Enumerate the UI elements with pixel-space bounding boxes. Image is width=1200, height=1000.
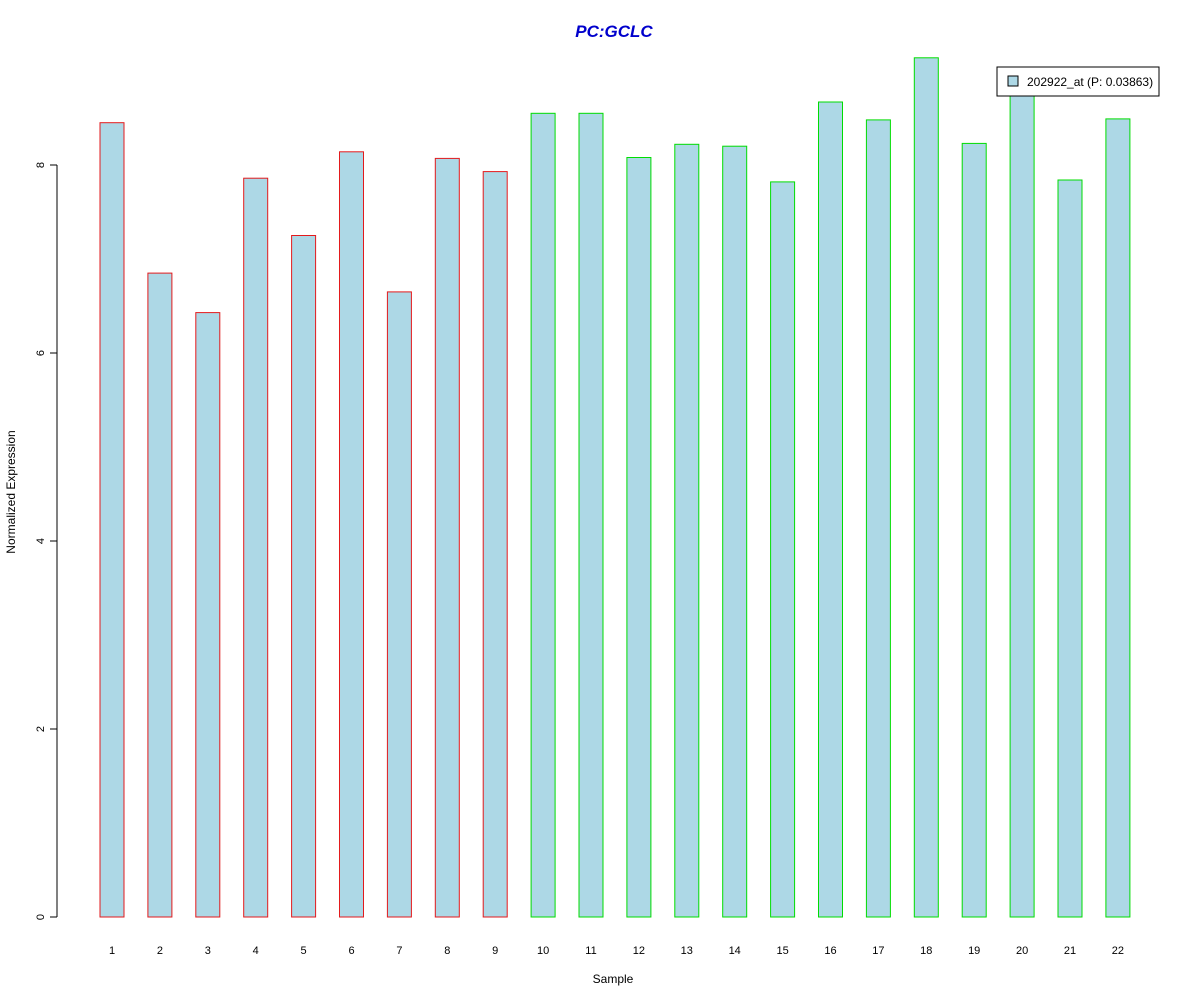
chart-title: PC:GCLC (575, 22, 653, 41)
bar-sample-14 (722, 145, 748, 918)
bar-sample-18 (913, 57, 939, 918)
x-tick-label: 8 (444, 945, 450, 957)
bar-sample-7 (386, 291, 412, 918)
x-tick-label: 10 (537, 945, 549, 957)
x-tick-label: 7 (396, 945, 402, 957)
y-tick-label: 6 (35, 350, 47, 356)
bar-sample-22 (1105, 118, 1131, 918)
bar-sample-12 (626, 157, 652, 918)
x-tick-label: 2 (157, 945, 163, 957)
bar-sample-1 (99, 122, 125, 918)
bar-sample-6 (339, 151, 364, 918)
x-tick-label: 3 (205, 945, 211, 957)
bars-group (99, 57, 1131, 918)
bar-sample-15 (770, 181, 796, 918)
bar-sample-11 (578, 112, 604, 918)
bar-sample-16 (818, 101, 843, 918)
x-tick-label: 5 (301, 945, 307, 957)
x-tick-label: 13 (681, 945, 693, 957)
x-axis-label: Sample (593, 972, 634, 986)
x-tick-label: 1 (109, 945, 115, 957)
x-tick-label: 17 (872, 945, 884, 957)
bar-sample-19 (961, 142, 987, 918)
bar-sample-9 (482, 171, 508, 918)
x-tick-label: 21 (1064, 945, 1076, 957)
legend-box (996, 66, 1160, 97)
y-tick-label: 8 (35, 162, 47, 168)
x-tick-label: 12 (633, 945, 645, 957)
y-tick-label: 0 (35, 914, 47, 920)
bar-sample-17 (865, 119, 891, 918)
bar-sample-3 (195, 312, 221, 918)
bar-sample-13 (674, 143, 700, 918)
bar-sample-10 (530, 112, 556, 918)
x-tick-label: 18 (920, 945, 932, 957)
bar-sample-2 (147, 272, 173, 918)
y-tick-label: 2 (35, 726, 47, 732)
x-tick-label: 6 (348, 945, 354, 957)
bar-sample-4 (243, 177, 269, 918)
legend: 202922_at (P: 0.03863) (996, 66, 1160, 97)
y-tick-label: 4 (35, 538, 47, 544)
legend-swatch (1007, 75, 1019, 87)
x-tick-labels: 1 2 3 4 5 6 7 8 9 10 11 12 13 14 15 16 17 18 19 20 21 22 (109, 945, 1124, 957)
y-axis: 0 2 4 6 8 (35, 162, 58, 920)
y-axis-label: Normalized Expression (4, 430, 18, 553)
x-tick-label: 4 (253, 945, 259, 957)
x-tick-label: 16 (824, 945, 836, 957)
x-tick-label: 19 (968, 945, 980, 957)
bar-sample-20 (1009, 93, 1035, 918)
x-tick-label: 11 (585, 945, 596, 957)
legend-entry-label: 202922_at (P: 0.03863) (1027, 75, 1153, 89)
bar-sample-8 (434, 157, 460, 918)
bar-sample-5 (291, 235, 317, 918)
x-tick-label: 20 (1016, 945, 1028, 957)
x-tick-label: 22 (1112, 945, 1124, 957)
x-tick-label: 15 (776, 945, 788, 957)
x-tick-label: 9 (492, 945, 498, 957)
x-tick-label: 14 (729, 945, 741, 957)
bar-sample-21 (1057, 179, 1083, 918)
